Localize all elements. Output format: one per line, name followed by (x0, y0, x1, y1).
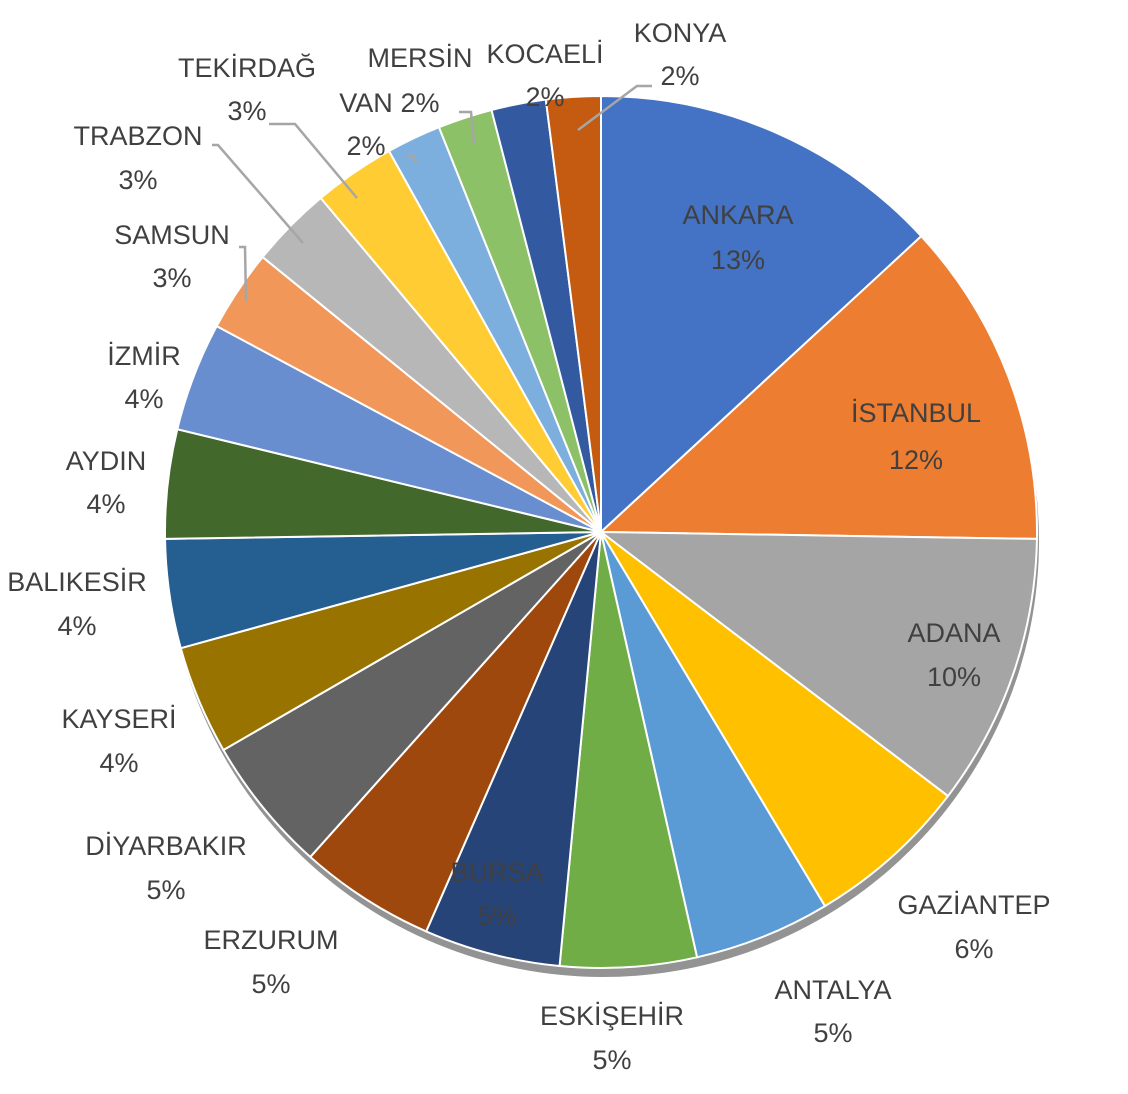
data-label-di̇yarbakir: DİYARBAKIR (85, 830, 247, 861)
pie-slice-konya (544, 94, 602, 533)
leader-line-teki̇rdağ (269, 122, 358, 199)
data-label-ankara: ANKARA (682, 200, 793, 230)
data-value-i̇stanbul: 12% (889, 445, 943, 475)
leader-line-konya (577, 84, 652, 132)
data-value-di̇yarbakir: 5% (146, 875, 185, 905)
data-label-trabzon: TRABZON (73, 121, 202, 151)
data-value-adana: 10% (927, 662, 981, 692)
data-value-aydin: 4% (86, 489, 125, 519)
data-value-teki̇rdağ: 3% (227, 96, 266, 126)
data-label-teki̇rdağ: TEKİRDAĞ (178, 52, 316, 83)
data-value-samsun: 3% (152, 263, 191, 293)
data-label-kocaeli̇: KOCAELİ (486, 38, 603, 69)
data-label-konya: KONYA (634, 18, 727, 48)
data-value-i̇zmi̇r: 4% (124, 384, 163, 414)
leader-lines (212, 84, 652, 302)
leader-line-samsun (239, 245, 248, 302)
data-label-i̇stanbul: İSTANBUL (851, 397, 981, 428)
leader-line-trabzon (212, 143, 304, 244)
data-label-erzurum: ERZURUM (204, 925, 339, 955)
leader-line-mersi̇n (459, 110, 476, 144)
data-value-mersi̇n: 2% (400, 88, 439, 118)
pie-slice-ankara (600, 94, 923, 535)
data-label-eski̇şehi̇r: ESKİŞEHİR (540, 1000, 684, 1031)
data-label-antalya: ANTALYA (774, 975, 891, 1005)
leader-line-van (405, 154, 418, 164)
data-label-gazi̇antep: GAZİANTEP (897, 889, 1050, 920)
data-value-van: 2% (346, 131, 385, 161)
data-label-samsun: SAMSUN (114, 220, 230, 250)
data-value-balikesi̇r: 4% (57, 611, 96, 641)
data-label-van: VAN (339, 88, 393, 118)
data-label-bursa: BURSA (450, 857, 543, 887)
pie-slice-gazi̇antep (600, 531, 950, 908)
data-value-konya: 2% (660, 61, 699, 91)
data-label-adana: ADANA (907, 618, 1000, 648)
data-value-kocaeli̇: 2% (525, 82, 564, 112)
data-labels: ANKARA 13% İSTANBUL 12% ADANA 10% GAZİANTEP 6% A… (7, 18, 1050, 1075)
data-value-bursa: 5% (477, 901, 516, 931)
data-label-aydin: AYDIN (66, 446, 147, 476)
data-value-gazi̇antep: 6% (954, 934, 993, 964)
data-label-i̇zmi̇r: İZMİR (107, 340, 181, 371)
data-label-balikesi̇r: BALIKESİR (7, 566, 147, 597)
data-value-antalya: 5% (813, 1018, 852, 1048)
data-value-eski̇şehi̇r: 5% (592, 1045, 631, 1075)
pie-slices (164, 94, 1038, 969)
data-value-ankara: 13% (711, 245, 765, 275)
data-value-kayseri̇: 4% (99, 748, 138, 778)
pie-slice-adana (597, 530, 1038, 798)
data-value-erzurum: 5% (251, 969, 290, 999)
data-label-mersi̇n: MERSİN (367, 42, 472, 73)
data-label-kayseri̇: KAYSERİ (61, 703, 176, 734)
pie-slice-i̇stanbul (598, 234, 1038, 540)
data-value-trabzon: 3% (118, 165, 157, 195)
